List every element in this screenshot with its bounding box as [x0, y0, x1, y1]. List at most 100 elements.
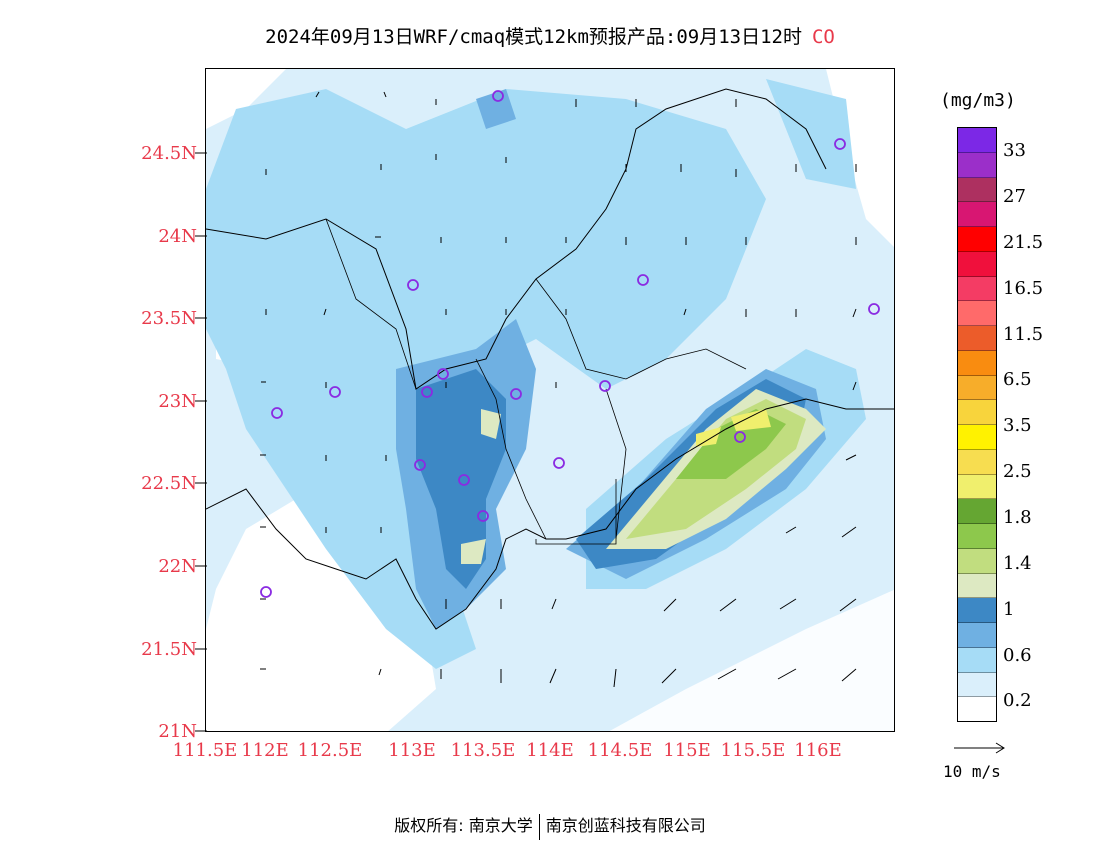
- site-marker: [492, 90, 504, 102]
- conc-1.4-area: [461, 539, 486, 564]
- concentration-map: [206, 69, 894, 731]
- species-label: CO: [811, 26, 835, 48]
- wind-arrow: [839, 598, 857, 612]
- colorbar-segment: [958, 449, 996, 475]
- colorbar-segment: [958, 623, 996, 648]
- colorbar-segment: [958, 326, 996, 351]
- colorbar-segment: [958, 425, 996, 450]
- lat-label: 23N: [158, 391, 197, 412]
- colorbar-label: 6.5: [1003, 369, 1032, 390]
- lon-label: 112.5E: [297, 740, 363, 761]
- colorbar-segment: [958, 474, 996, 500]
- wind-arrow: [777, 668, 797, 680]
- wind-arrow: [323, 308, 327, 316]
- site-marker: [458, 474, 470, 486]
- lon-label: 116E: [794, 740, 842, 761]
- colorbar-segment: [958, 548, 996, 574]
- low-value-area: [206, 69, 286, 129]
- province-boundary: [535, 479, 617, 545]
- map-panel: [205, 68, 895, 732]
- colorbar-label: 27: [1003, 186, 1026, 207]
- colorbar-segment: [958, 301, 996, 326]
- colorbar-segment: [958, 202, 996, 227]
- wind-vectors: [260, 91, 857, 688]
- colorbar-label: 0.6: [1003, 645, 1032, 666]
- colorbar-segment: [958, 598, 996, 623]
- wind-arrow: [549, 668, 557, 684]
- wind-arrow: [841, 668, 857, 682]
- colorbar-label: 1.4: [1003, 553, 1032, 574]
- site-marker: [271, 407, 283, 419]
- site-marker: [510, 388, 522, 400]
- copyright-text: 版权所有: 南京大学: [394, 816, 533, 835]
- colorbar-segment: [958, 375, 996, 401]
- conc-0.6-area: [206, 89, 766, 669]
- wind-arrow: [613, 668, 617, 688]
- company-text: 南京创蓝科技有限公司: [545, 816, 706, 835]
- colorbar-segment: [958, 128, 996, 153]
- colorbar-segment: [958, 524, 996, 549]
- wind-reference-label: 10 m/s: [943, 762, 1001, 781]
- low-value-area: [609, 589, 894, 731]
- colorbar-label: 1.8: [1003, 507, 1032, 528]
- lat-label: 21.5N: [141, 639, 197, 660]
- wind-arrow: [719, 598, 737, 612]
- site-marker: [553, 457, 565, 469]
- colorbar-segment: [958, 350, 996, 376]
- lon-label: 111.5E: [172, 740, 238, 761]
- colorbar-segment: [958, 499, 996, 524]
- wind-arrow: [779, 598, 797, 610]
- site-marker: [834, 138, 846, 150]
- site-marker: [734, 431, 746, 443]
- conc-3.5-area: [696, 427, 721, 447]
- site-marker: [421, 386, 433, 398]
- colorbar: [957, 127, 997, 722]
- province-boundary: [475, 358, 547, 540]
- lon-label: 115.5E: [720, 740, 786, 761]
- low-value-area: [206, 499, 436, 731]
- site-marker: [637, 274, 649, 286]
- footer: 版权所有: 南京大学 南京创蓝科技有限公司: [0, 812, 1100, 840]
- colorbar-segment: [958, 251, 996, 277]
- lon-label: 114.5E: [587, 740, 653, 761]
- lat-label: 24N: [158, 226, 197, 247]
- province-boundary: [535, 278, 747, 380]
- wind-arrow: [683, 308, 687, 316]
- lat-label: 21N: [158, 721, 197, 742]
- site-marker: [260, 586, 272, 598]
- wind-arrow: [845, 454, 857, 461]
- conc-1.4-area: [481, 409, 501, 439]
- lat-label: 22.5N: [141, 473, 197, 494]
- province-boundary: [605, 388, 627, 540]
- wind-arrow: [852, 381, 857, 391]
- colorbar-label: 1: [1003, 599, 1015, 620]
- wind-arrow: [785, 526, 797, 534]
- colorbar-segment: [958, 400, 996, 425]
- conc-3.5-area: [731, 409, 771, 431]
- lon-label: 113E: [388, 740, 436, 761]
- wind-arrow: [663, 598, 677, 612]
- wind-reference-arrow: [954, 742, 1005, 754]
- site-marker: [599, 380, 611, 392]
- y-axis-ticks: [195, 152, 207, 732]
- chart-title: 2024年09月13日WRF/cmaq模式12km预报产品:09月13日12时 C…: [0, 22, 1100, 49]
- colorbar-segment: [958, 672, 996, 698]
- site-marker: [329, 386, 341, 398]
- monitoring-sites: [260, 90, 880, 598]
- wind-arrow: [551, 598, 557, 610]
- colorbar-label: 11.5: [1003, 324, 1044, 345]
- wind-arrow: [383, 91, 387, 98]
- lon-label: 115E: [663, 740, 711, 761]
- colorbar-label: 16.5: [1003, 278, 1044, 299]
- coastline: [206, 398, 894, 630]
- colorbar-segment: [958, 152, 996, 178]
- wind-arrow: [852, 308, 857, 318]
- colorbar-unit: (mg/m3): [940, 90, 1016, 111]
- conc-0.6-area: [766, 79, 856, 189]
- wind-arrow: [661, 668, 677, 684]
- site-marker: [414, 459, 426, 471]
- wind-arrow: [717, 668, 737, 680]
- colorbar-label: 0.2: [1003, 690, 1032, 711]
- lat-label: 22N: [158, 556, 197, 577]
- title-text: 2024年09月13日WRF/cmaq模式12km预报产品:09月13日12时: [265, 26, 802, 48]
